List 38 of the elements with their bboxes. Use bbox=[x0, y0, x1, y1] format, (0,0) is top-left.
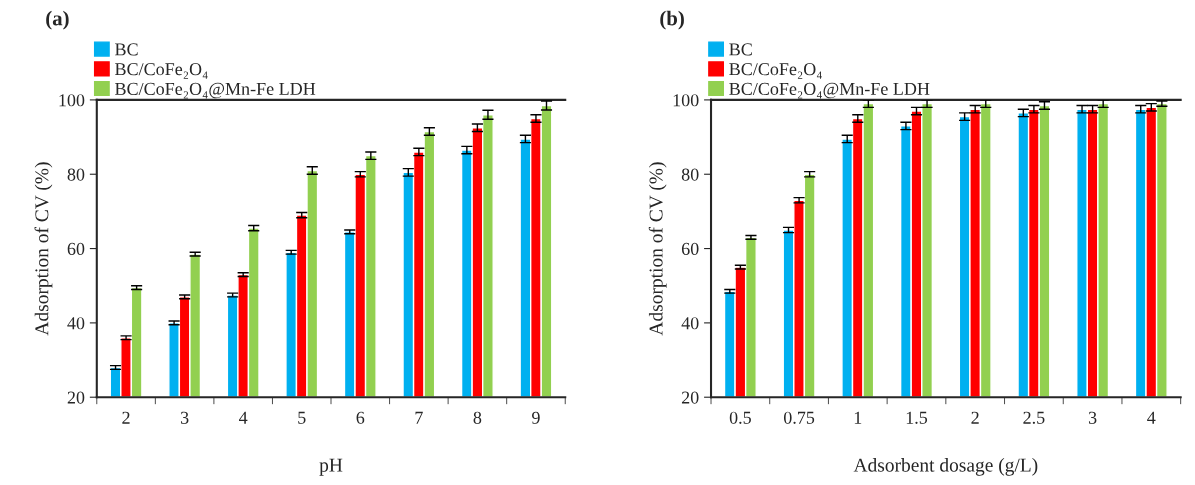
y-tick-label: 20 bbox=[67, 391, 85, 404]
x-tick-label: 0.5 bbox=[729, 411, 751, 424]
x-tick-label: 5 bbox=[298, 411, 306, 424]
x-tick-label: 8 bbox=[473, 411, 482, 424]
x-tick-label: 1 bbox=[854, 411, 862, 424]
x-tick-label: 2.5 bbox=[1023, 411, 1045, 424]
x-axis-title: pH bbox=[319, 458, 343, 476]
x-tick-label: 4 bbox=[1147, 411, 1156, 424]
y-tick-label: 20 bbox=[681, 391, 699, 404]
x-tick-label: 4 bbox=[239, 411, 248, 424]
x-tick-label: 9 bbox=[532, 411, 540, 424]
x-axis-title: Adsorbent dosage (g/L) bbox=[853, 458, 1038, 476]
y-tick-label: 60 bbox=[67, 242, 85, 255]
x-tick-label: 6 bbox=[356, 411, 365, 424]
y-tick-label: 60 bbox=[681, 242, 699, 255]
y-tick-label: 40 bbox=[681, 317, 699, 330]
legend-label: BC/CoFe₂O₄ bbox=[729, 63, 822, 79]
x-tick-label: 3 bbox=[180, 411, 189, 424]
y-axis-title: Adsorption of CV (%) bbox=[648, 162, 667, 336]
legend-label: BC/CoFe₂O₄@Mn-Fe LDH bbox=[729, 82, 930, 99]
x-tick-label: 2 bbox=[122, 411, 130, 424]
x-tick-label: 7 bbox=[415, 411, 423, 424]
legend-label: BC bbox=[115, 43, 138, 56]
x-tick-label: 1.5 bbox=[906, 411, 928, 424]
legend-label: BC/CoFe₂O₄@Mn-Fe LDH bbox=[115, 82, 316, 99]
y-tick-label: 100 bbox=[59, 94, 85, 107]
x-tick-label: 0.75 bbox=[783, 411, 815, 424]
x-tick-label: 3 bbox=[1088, 411, 1097, 424]
x-tick-label: 2 bbox=[971, 411, 979, 424]
y-axis-title: Adsorption of CV (%) bbox=[34, 162, 53, 336]
y-tick-label: 40 bbox=[67, 317, 85, 330]
y-tick-label: 80 bbox=[681, 168, 699, 181]
legend-label: BC bbox=[729, 43, 752, 56]
legend-label: BC/CoFe₂O₄ bbox=[115, 63, 208, 79]
text: (b) bbox=[660, 10, 684, 30]
y-tick-label: 80 bbox=[67, 168, 85, 181]
text: (a) bbox=[46, 10, 69, 30]
y-tick-label: 100 bbox=[673, 94, 699, 107]
